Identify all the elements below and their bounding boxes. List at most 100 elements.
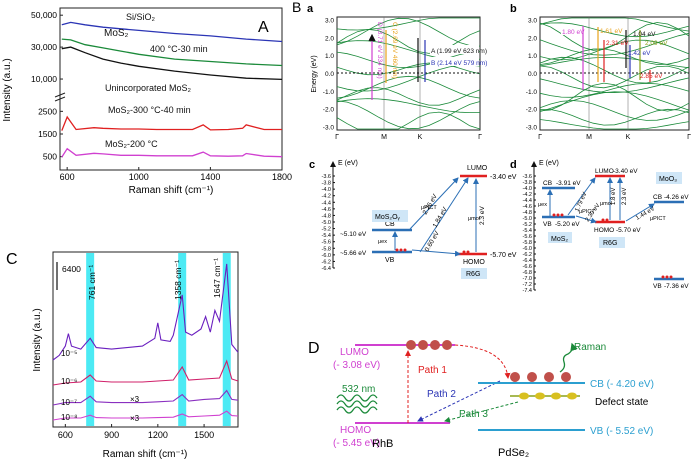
y-tick-label: 1500 <box>38 129 57 139</box>
band-curve <box>336 100 481 130</box>
x-tick-label: 900 <box>104 430 119 440</box>
electron-dot <box>403 248 407 252</box>
energy-tick-label: -6.0 <box>322 253 331 259</box>
kpoint-label: M <box>381 134 387 141</box>
series-line-3 <box>61 115 282 131</box>
band-curve <box>539 82 690 112</box>
energy-tick-label: -7.0 <box>523 276 532 282</box>
electron <box>510 372 520 382</box>
path3-label: Path 3 <box>459 409 488 420</box>
material-label: R6G <box>466 271 480 278</box>
electron-dot <box>462 250 466 254</box>
transition-label-d: D (3.71 eV 334 nm) <box>376 22 383 79</box>
process-label: μmol <box>468 216 480 222</box>
y-tick-label: -3.0 <box>526 125 538 132</box>
energy-axis-label: E (eV) <box>539 160 559 167</box>
label-400c: 400 °C-30 min <box>150 44 208 54</box>
panel-c-frame <box>52 251 239 428</box>
y-tick-label: 1.0 <box>528 53 537 60</box>
arrow-label: 2.3 eV <box>479 206 486 225</box>
energy-tick-label: -4.2 <box>322 194 331 200</box>
electron <box>430 340 440 350</box>
kpoint-label: Γ <box>687 134 691 141</box>
panel-c-highlight-bands <box>86 253 231 426</box>
arrow-label: 1.8 eV <box>611 188 617 205</box>
energy-tick-label: -6.2 <box>523 252 532 258</box>
transition-label-1: 1.80 eV <box>562 29 585 36</box>
electron-dot <box>665 275 669 279</box>
energy-tick-label: -5.2 <box>322 227 331 233</box>
homo-energy: -5.70 eV <box>490 252 517 259</box>
energy-tick-label: -6.4 <box>322 266 331 272</box>
transition-label-7: 2.85 eV <box>640 73 663 80</box>
kpoint-label: M <box>586 134 592 141</box>
panel-a-ylabel: Intensity (a.u.) <box>2 58 13 121</box>
subpanel-d-yticks: -3.6-3.8-4.0-4.2-4.4-4.6-4.8-5.0-5.2-5.4… <box>523 174 536 294</box>
subpanel-c-yticks: -3.6-3.8-4.0-4.2-4.4-4.6-4.8-5.0-5.2-5.4… <box>322 174 335 272</box>
homo-label: HOMO <box>463 259 485 266</box>
transition-label-c: C (2.69 eV 460 nm) <box>391 22 398 79</box>
band-curve <box>336 62 481 76</box>
panel-b-letter: B <box>292 0 301 15</box>
material-label: MoS₂ <box>551 236 568 243</box>
band-curve <box>336 87 481 106</box>
electron-dot <box>552 213 556 217</box>
label-si-sio2: Si/SiO₂ <box>126 12 156 22</box>
energy-tick-label: -5.0 <box>322 220 331 226</box>
conc-label-1e-7: 10⁻⁷ <box>61 398 77 407</box>
y-tick-label: 3.0 <box>528 18 537 25</box>
energy-tick-label: -4.4 <box>523 198 532 204</box>
y-tick-label: 0.0 <box>528 71 537 78</box>
cb-energy: -3.91 eV <box>556 180 581 187</box>
path2-arrow <box>417 380 501 422</box>
defect-site <box>519 392 529 400</box>
multiplier-label: ×3 <box>130 395 140 404</box>
arrow-label: 0.60 eV <box>424 230 442 253</box>
transition-label-6: 2.09 eV <box>645 40 668 47</box>
path1-curve <box>454 344 511 379</box>
series-line-0 <box>52 263 239 361</box>
x-tick-label: 1000 <box>129 172 149 182</box>
energy-tick-label: -5.6 <box>322 240 331 246</box>
transition-arrow <box>625 203 655 222</box>
cb-energy: ~5.10 eV <box>340 231 367 238</box>
transition-arrow <box>409 177 459 230</box>
transition-arrow <box>419 177 469 253</box>
panel-b-c: c E (eV) -3.6-3.8-4.0-4.2-4.4-4.6-4.8-5.… <box>309 159 517 279</box>
band-curve <box>539 56 690 69</box>
y-tick-label: -1.0 <box>526 89 538 96</box>
kpoint-label: K <box>418 134 423 141</box>
energy-tick-label: -4.8 <box>523 210 532 216</box>
energy-tick-label: -6.8 <box>523 270 532 276</box>
transition-label-a: A (1.99 eV 623 nm) <box>431 48 487 55</box>
energy-tick-label: -5.4 <box>322 233 331 239</box>
material-box <box>599 237 625 248</box>
band-curve <box>539 77 690 94</box>
electron <box>442 340 452 350</box>
process-label: μPICT <box>421 205 437 211</box>
energy-axis-label: E (eV) <box>338 160 358 167</box>
energy-tick-label: -5.2 <box>523 222 532 228</box>
material-box <box>461 268 487 279</box>
panel-c-xlabel: Raman shift (cm⁻¹) <box>103 449 188 460</box>
transition-label-4: 1.04 eV <box>633 31 656 38</box>
highlight-band <box>222 253 231 426</box>
laser-wave <box>336 394 378 414</box>
electron-dot <box>661 275 665 279</box>
band-curve <box>539 100 690 121</box>
label-bg <box>561 27 582 35</box>
label-bg <box>430 45 479 54</box>
cb-label: CB <box>385 221 395 228</box>
band-curve <box>539 65 690 89</box>
process-label: μmol <box>600 201 612 207</box>
band-curve <box>539 56 690 84</box>
process-label: μex <box>378 239 387 245</box>
y-tick-label: -2.0 <box>526 107 538 114</box>
electron-dot <box>601 218 605 222</box>
arrow-label: 2.3 eV <box>622 188 628 205</box>
peak-label-1647: 1647 cm⁻¹ <box>212 258 222 298</box>
homo-energy: -5.70 eV <box>616 227 641 234</box>
series-line-1 <box>61 38 283 67</box>
